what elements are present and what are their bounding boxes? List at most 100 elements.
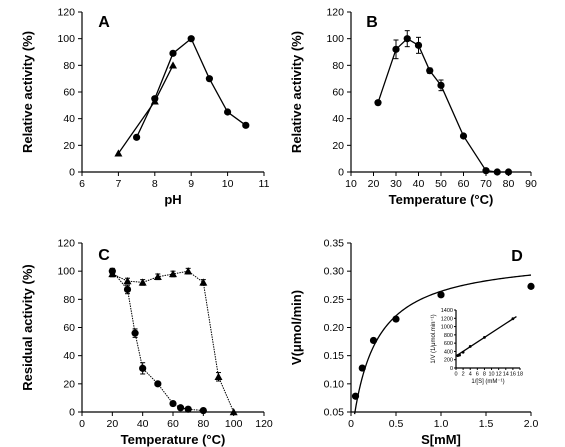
y-axis-title: Residual activity (%) xyxy=(20,264,35,390)
inset-x-tick-label: 18 xyxy=(517,372,523,378)
data-point-circle xyxy=(351,392,360,400)
y-tick-label: 80 xyxy=(63,60,75,72)
series-line-1 xyxy=(377,37,509,173)
x-tick-label: 0.5 xyxy=(389,418,404,430)
inset-y-tick-label: 600 xyxy=(444,341,453,347)
data-point-circle xyxy=(224,108,232,116)
y-tick-label: 100 xyxy=(57,266,75,278)
data-point-circle xyxy=(437,81,445,89)
x-tick-label: 9 xyxy=(188,178,194,190)
data-point-triangle xyxy=(229,408,238,416)
axes xyxy=(81,12,264,173)
inset-fit-line xyxy=(456,316,517,356)
data-point-circle xyxy=(459,132,468,140)
series-line-2 xyxy=(117,65,174,154)
panel-C: 0 20 40 60 80 100 120 0 20 40 60 80 100 120 Temperatur… xyxy=(20,238,273,447)
inset-data-point xyxy=(511,317,515,321)
x-tick-label: 7 xyxy=(115,178,121,190)
y-tick-label: 80 xyxy=(332,60,344,72)
y-tick-label: 120 xyxy=(326,7,344,19)
y-tick-label: 60 xyxy=(63,322,75,334)
panel-letter: D xyxy=(511,248,523,265)
inset-x-tick-label: 4 xyxy=(469,372,472,378)
y-tick-label: 100 xyxy=(326,33,344,45)
inset-x-tick-label: 2 xyxy=(462,372,465,378)
data-point-circle xyxy=(169,49,177,57)
x-tick-label: 80 xyxy=(197,418,209,430)
x-tick-label: 1.5 xyxy=(479,418,494,430)
data-point-triangle xyxy=(169,61,177,69)
x-tick-label: 6 xyxy=(79,178,85,190)
inset-x-title: 1/[S] (mM⁻¹) xyxy=(471,379,504,385)
y-tick-label: 120 xyxy=(57,238,75,250)
y-tick-label: 0.25 xyxy=(324,294,345,306)
y-tick-label: 0.35 xyxy=(324,238,345,250)
x-tick-label: 1.0 xyxy=(434,418,449,430)
inset-plot: 0 2 4 6 8 10 12 14 16 180200400600800100012001400… xyxy=(431,308,523,385)
inset-x-tick-label: 12 xyxy=(496,372,502,378)
y-tick-label: 0.10 xyxy=(324,378,345,390)
data-point-circle xyxy=(205,75,213,83)
data-point-circle xyxy=(123,285,132,294)
x-tick-label: 50 xyxy=(435,178,447,190)
data-point-circle xyxy=(199,406,207,415)
inset-y-tick-label: 800 xyxy=(444,333,453,339)
data-point-circle xyxy=(139,364,147,372)
y-axis-title: V(μmol/min) xyxy=(289,290,304,365)
data-point-circle xyxy=(374,99,382,107)
y-tick-label: 120 xyxy=(57,7,75,19)
x-tick-label: 70 xyxy=(480,178,492,190)
data-point-triangle xyxy=(214,372,223,380)
x-tick-label: 40 xyxy=(413,178,425,190)
inset-y-tick-label: 1000 xyxy=(441,325,453,331)
inset-x-tick-label: 10 xyxy=(488,372,494,378)
data-point-circle xyxy=(176,404,185,412)
data-point-circle xyxy=(369,336,378,345)
y-tick-label: 100 xyxy=(57,33,75,45)
data-point-circle xyxy=(154,380,162,388)
data-point-triangle xyxy=(169,269,177,278)
axes xyxy=(350,12,531,173)
data-point-circle xyxy=(392,45,400,53)
data-point-circle xyxy=(504,168,513,176)
series-line-1 xyxy=(136,37,247,138)
data-point-triangle xyxy=(114,149,123,157)
data-point-triangle xyxy=(199,278,208,286)
inset-y-title: 1/V (1/μmol.min⁻¹) xyxy=(431,314,437,363)
x-tick-label: 120 xyxy=(255,418,273,430)
data-point-triangle xyxy=(123,277,132,285)
inset-axes xyxy=(455,310,520,369)
inset-data-point xyxy=(458,353,461,357)
data-point-circle xyxy=(131,329,139,337)
x-tick-label: 2.0 xyxy=(524,418,539,430)
x-tick-label: 30 xyxy=(390,178,402,190)
panel-letter: A xyxy=(98,14,110,31)
data-point-circle xyxy=(187,35,195,43)
x-tick-label: 8 xyxy=(152,178,158,190)
x-tick-label: 10 xyxy=(345,178,357,190)
x-axis-title: Temperature (°C) xyxy=(389,192,494,207)
x-tick-label: 0 xyxy=(348,418,354,430)
x-tick-label: 90 xyxy=(525,178,537,190)
y-tick-label: 20 xyxy=(63,378,75,390)
data-point-circle xyxy=(133,133,141,141)
panel-B: 10 20 30 40 50 60 70 80 90 0 20 40 60 80 100 120 Tempera… xyxy=(289,7,537,208)
y-tick-label: 60 xyxy=(63,87,75,99)
x-tick-label: 10 xyxy=(222,178,234,190)
y-tick-label: 40 xyxy=(63,113,75,125)
inset-y-tick-label: 0 xyxy=(450,366,453,372)
data-point-circle xyxy=(426,67,434,75)
data-point-triangle xyxy=(184,267,193,275)
panel-letter: B xyxy=(366,14,378,31)
inset-data-point xyxy=(468,345,472,348)
y-axis-title: Relative activity (%) xyxy=(289,31,304,153)
data-point-triangle xyxy=(138,278,147,286)
x-axis-title: Temperature (°C) xyxy=(121,432,226,447)
y-tick-label: 0 xyxy=(69,407,75,419)
y-tick-label: 0.30 xyxy=(324,266,345,278)
x-tick-label: 60 xyxy=(458,178,470,190)
y-tick-label: 0.05 xyxy=(324,407,345,419)
panel-A: 6 7 8 9 10 11 0 20 40 60 80 100 120 pH Relative activi… xyxy=(20,7,270,208)
data-point-triangle xyxy=(108,269,117,278)
inset-y-tick-label: 400 xyxy=(444,349,453,355)
